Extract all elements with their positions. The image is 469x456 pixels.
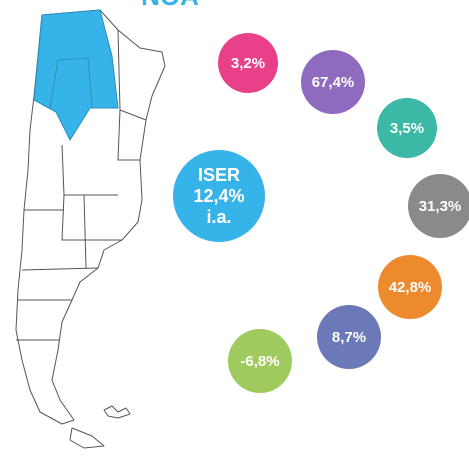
center-text: 12,4% <box>193 186 244 206</box>
bubble-label: 67,4% <box>312 74 355 91</box>
center-text: i.a. <box>206 207 231 227</box>
country-outline <box>15 9 166 425</box>
bubble <box>228 329 292 393</box>
bubble <box>378 255 442 319</box>
bubble-label: 31,3% <box>419 198 462 215</box>
bubble-label: 42,8% <box>389 279 432 296</box>
bubble-label: 3,5% <box>390 120 424 137</box>
province-lines <box>16 29 147 341</box>
bubble-label: -6,8% <box>240 353 279 370</box>
tierra-del-fuego <box>69 427 105 449</box>
bubble <box>408 174 469 238</box>
title: NOA <box>141 0 199 11</box>
center-text: ISER <box>198 165 240 185</box>
bubble <box>218 33 278 93</box>
bubble <box>317 305 381 369</box>
bubble-label: 3,2% <box>231 55 265 72</box>
center-bubble <box>173 150 265 242</box>
bubble <box>301 50 365 114</box>
bubble <box>377 98 437 158</box>
malvinas <box>103 405 131 419</box>
map <box>15 9 166 449</box>
bubble-label: 8,7% <box>332 329 366 346</box>
noa-region <box>33 9 119 142</box>
